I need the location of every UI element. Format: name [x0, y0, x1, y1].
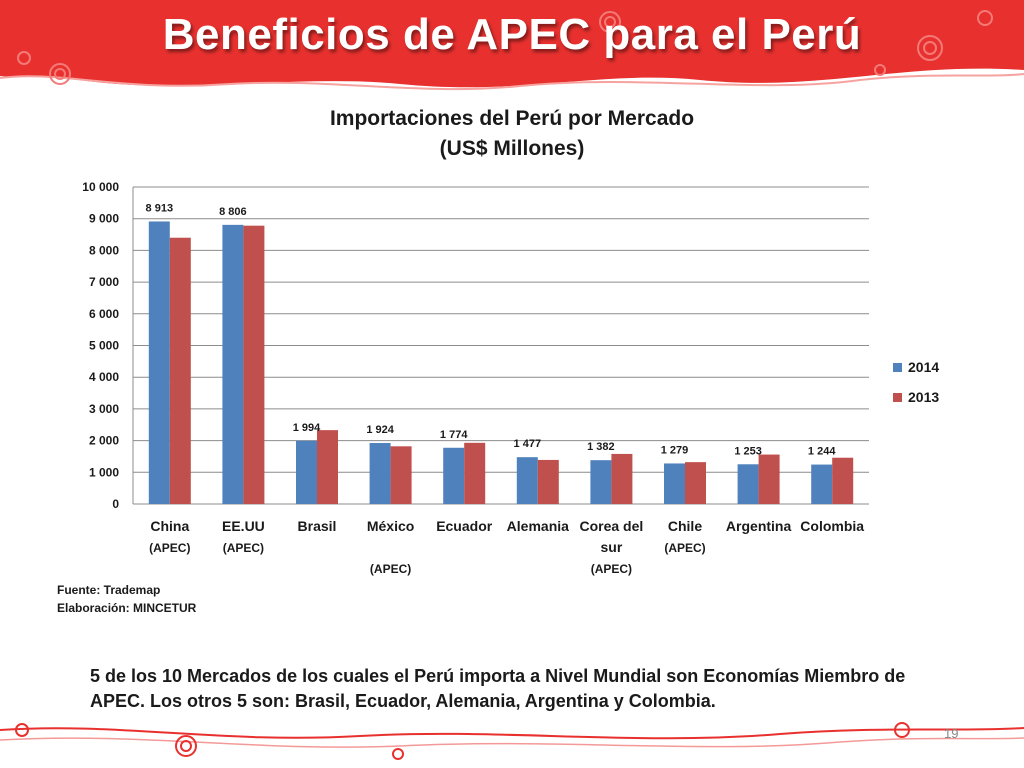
bar-2013: [390, 446, 412, 504]
bar-2013: [832, 457, 854, 504]
chart-title-line2: (US$ Millones): [439, 137, 585, 160]
bar-2014: [148, 221, 170, 505]
legend-swatch-2014: [893, 362, 902, 372]
bar-2014: [811, 464, 833, 504]
chart-legend: 2014 2013: [893, 356, 939, 416]
y-tick-label: 6 000: [89, 307, 119, 321]
bar-2013: [758, 454, 780, 504]
legend-item-2014: 2014: [893, 356, 939, 378]
bar-2014: [516, 457, 538, 504]
source-line: Fuente: Trademap: [57, 583, 161, 597]
data-label: 1 253: [734, 445, 762, 457]
y-tick-label: 9 000: [89, 212, 119, 226]
x-tick-label: México: [367, 518, 414, 534]
bar-2014: [222, 224, 244, 504]
chart-title-line1: Importaciones del Perú por Mercado: [329, 107, 695, 130]
bar-2013: [169, 237, 191, 504]
bar-2013: [464, 442, 486, 504]
legend-item-2013: 2013: [893, 386, 939, 408]
apec-tag: (APEC): [664, 541, 705, 555]
y-tick-label: 0: [112, 497, 119, 511]
apec-tag: (APEC): [223, 541, 264, 555]
bottom-swirl-decoration: [0, 722, 1024, 760]
apec-tag: (APEC): [591, 562, 632, 576]
data-label: 1 244: [808, 446, 836, 458]
x-tick-label: Colombia: [800, 518, 864, 534]
bar-2013: [537, 459, 559, 504]
y-tick-label: 3 000: [89, 402, 119, 416]
data-label: 1 924: [366, 424, 394, 436]
apec-tag: (APEC): [370, 562, 411, 576]
data-label: 1 279: [661, 444, 689, 456]
title-banner: [0, 0, 1024, 91]
elaboration-line: Elaboración: MINCETUR: [57, 601, 197, 615]
slide-title: Beneficios de APEC para el Perú: [162, 10, 862, 59]
legend-swatch-2013: [893, 392, 902, 402]
y-tick-label: 4 000: [89, 370, 119, 384]
x-tick-label: Chile: [668, 518, 702, 534]
chart-title: Importaciones del Perú por Mercado (US$ …: [212, 104, 812, 164]
legend-label-2014: 2014: [908, 359, 940, 375]
x-tick-label: Argentina: [726, 518, 792, 534]
x-tick-label: Brasil: [298, 518, 337, 534]
x-tick-label: EE.UU: [222, 518, 265, 534]
bar-2014: [664, 463, 685, 504]
y-tick-label: 10 000: [82, 180, 119, 194]
data-label: 1 477: [514, 438, 542, 450]
x-tick-label: Ecuador: [436, 518, 493, 534]
y-tick-label: 5 000: [89, 339, 119, 353]
apec-tag: (APEC): [149, 541, 190, 555]
y-tick-label: 1 000: [89, 465, 119, 479]
bar-2013: [243, 225, 265, 504]
bar-2014: [590, 460, 612, 504]
bar-2014: [737, 464, 759, 504]
y-tick-label: 7 000: [89, 275, 119, 289]
swirl-decoration: [17, 10, 993, 85]
x-tick-label: Alemania: [507, 518, 569, 534]
summary-text: 5 de los 10 Mercados de los cuales el Pe…: [90, 666, 906, 711]
source-note: Fuente: Trademap Elaboración: MINCETUR: [57, 581, 196, 617]
y-tick-label: 8 000: [89, 243, 119, 257]
bar-2014: [369, 443, 391, 504]
x-tick-label: China: [150, 518, 189, 534]
x-tick-label: sur: [601, 539, 623, 555]
legend-label-2013: 2013: [908, 389, 940, 405]
bar-chart: 0 1 000 2 000 3 000 4 000 5 000 6 000 7 000 8 00…: [82, 180, 869, 576]
data-label: 1 994: [293, 422, 321, 434]
bar-2013: [611, 453, 633, 504]
data-label: 8 913: [146, 202, 174, 214]
data-label: 1 382: [587, 441, 615, 453]
y-tick-label: 2 000: [89, 434, 119, 448]
bar-2013: [317, 430, 338, 504]
x-tick-label: Corea del: [579, 518, 643, 534]
bar-2014: [443, 447, 465, 504]
data-label: 1 774: [440, 429, 468, 441]
bar-2014: [296, 440, 317, 504]
bar-2013: [685, 462, 706, 504]
data-label: 8 806: [219, 206, 247, 218]
page-number: 19: [944, 726, 959, 741]
